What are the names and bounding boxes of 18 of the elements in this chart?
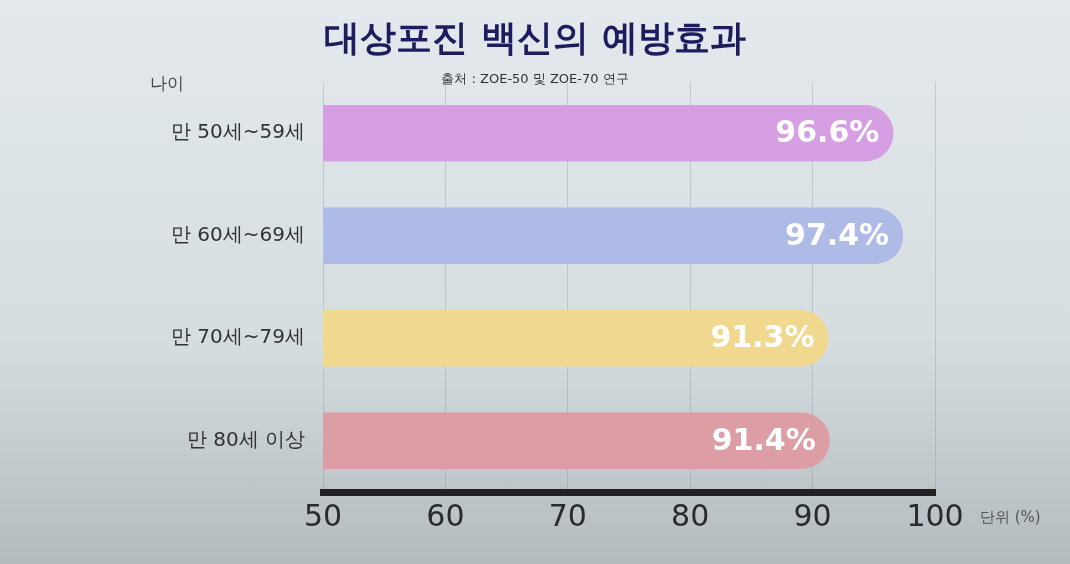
data-label: 96.6% — [775, 114, 880, 150]
x-tick-label: 90 — [793, 497, 832, 533]
y-tick-label: 만 60세~69세 — [170, 221, 305, 246]
x-tick-label: 100 — [906, 497, 964, 533]
x-tick-label: 70 — [548, 497, 587, 533]
x-tick-label: 80 — [671, 497, 710, 533]
y-axis-title: 나이 — [150, 72, 184, 95]
data-label: 97.4% — [785, 216, 890, 252]
x-axis-title: 단위 (%) — [980, 508, 1041, 527]
data-label: 91.4% — [711, 421, 816, 457]
x-tick-label: 60 — [426, 497, 465, 533]
data-label: 91.3% — [710, 319, 815, 355]
y-tick-label: 만 50세~59세 — [170, 119, 305, 144]
chart-title: 대상포진 백신의 예방효과 — [323, 16, 747, 60]
x-tick-label: 50 — [303, 497, 343, 533]
y-tick-label: 만 70세~79세 — [170, 324, 305, 349]
annotation: 출처 : ZOE-50 및 ZOE-70 연구 — [441, 71, 629, 86]
y-tick-label: 만 80세 이상 — [186, 426, 305, 451]
